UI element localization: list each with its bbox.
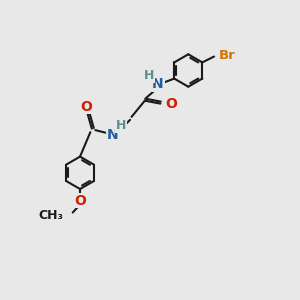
Text: N: N (106, 128, 118, 142)
Text: O: O (74, 194, 86, 208)
Text: H: H (144, 69, 154, 82)
Text: CH₃: CH₃ (39, 209, 64, 222)
Text: Br: Br (218, 49, 235, 62)
Text: O: O (165, 97, 177, 111)
Text: H: H (116, 119, 126, 132)
Text: N: N (152, 77, 164, 92)
Text: O: O (80, 100, 92, 114)
